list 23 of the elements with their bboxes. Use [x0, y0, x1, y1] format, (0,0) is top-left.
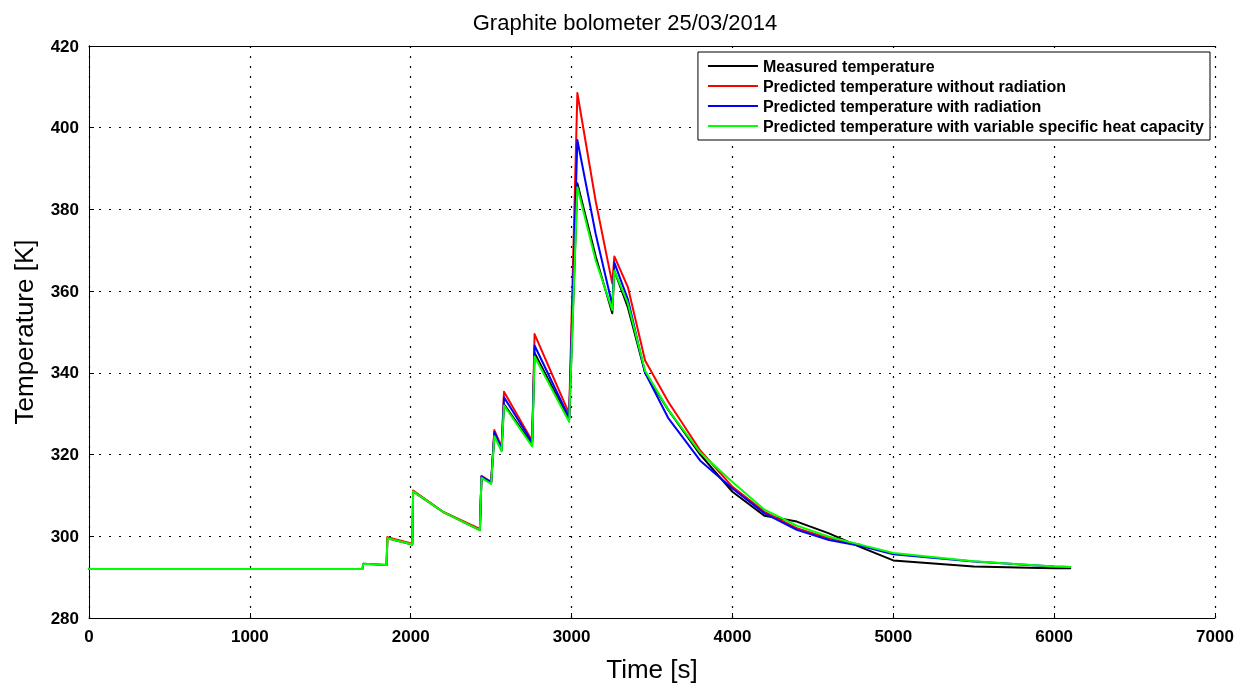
y-axis-title: Temperature [K]: [9, 239, 39, 425]
legend-label: Measured temperature: [762, 57, 935, 75]
y-tick-label: 300: [50, 526, 79, 546]
x-tick-label: 5000: [874, 627, 913, 646]
y-tick-label: 280: [50, 608, 79, 628]
y-tick-label: 380: [50, 199, 79, 219]
y-tick-label: 420: [50, 36, 79, 56]
x-tick-label: 4000: [713, 627, 752, 646]
y-tick-label: 340: [50, 363, 79, 383]
legend-label: Predicted temperature with radiation: [762, 97, 1042, 115]
legend-label: Predicted temperature without radiation: [762, 77, 1067, 95]
y-tick-label: 400: [50, 118, 79, 138]
chart-title: Graphite bolometer 25/03/2014: [472, 9, 778, 35]
y-tick-label: 360: [50, 281, 79, 301]
legend-label: Predicted temperature with variable specific heat capacity: [762, 117, 1205, 135]
x-tick-label: 7000: [1196, 627, 1234, 646]
x-axis-title: Time [s]: [606, 654, 698, 684]
x-tick-label: 2000: [391, 627, 430, 646]
y-tick-label: 320: [50, 445, 79, 465]
x-tick-label: 6000: [1035, 627, 1074, 646]
x-tick-label: 3000: [552, 627, 591, 646]
x-tick-label: 1000: [230, 627, 269, 646]
x-tick-label: 0: [84, 627, 94, 646]
